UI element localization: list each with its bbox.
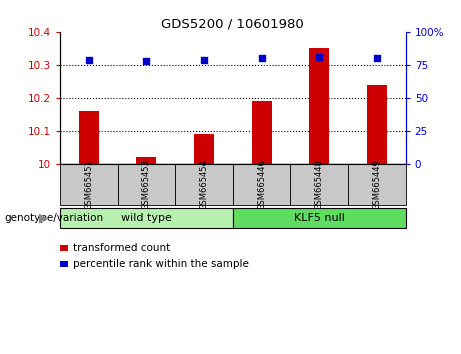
Text: GSM665449: GSM665449	[372, 159, 381, 210]
Text: transformed count: transformed count	[73, 243, 170, 253]
Point	[315, 54, 323, 60]
Text: GSM665446: GSM665446	[257, 159, 266, 210]
Bar	[136, 158, 156, 164]
Bar	[194, 134, 214, 164]
Bar	[309, 48, 329, 164]
Point	[373, 56, 381, 61]
Bar	[367, 85, 387, 164]
Text: GSM665454: GSM665454	[200, 159, 208, 210]
Bar	[79, 111, 99, 164]
Text: GSM665448: GSM665448	[315, 159, 324, 210]
Point	[258, 56, 266, 61]
Text: genotype/variation: genotype/variation	[5, 213, 104, 223]
Bar	[118, 164, 175, 205]
Text: GSM665453: GSM665453	[142, 159, 151, 210]
Bar	[290, 164, 348, 205]
Title: GDS5200 / 10601980: GDS5200 / 10601980	[161, 18, 304, 31]
Bar	[175, 164, 233, 205]
Point	[200, 57, 207, 62]
Text: GSM665451: GSM665451	[84, 159, 93, 210]
Bar	[60, 164, 118, 205]
Bar	[348, 164, 406, 205]
Text: KLF5 null: KLF5 null	[294, 213, 345, 223]
Point	[142, 58, 150, 64]
Bar	[252, 101, 272, 164]
Text: percentile rank within the sample: percentile rank within the sample	[73, 259, 249, 269]
Text: wild type: wild type	[121, 213, 172, 223]
Bar	[233, 164, 290, 205]
Point	[85, 57, 92, 62]
Text: ▶: ▶	[39, 212, 48, 225]
